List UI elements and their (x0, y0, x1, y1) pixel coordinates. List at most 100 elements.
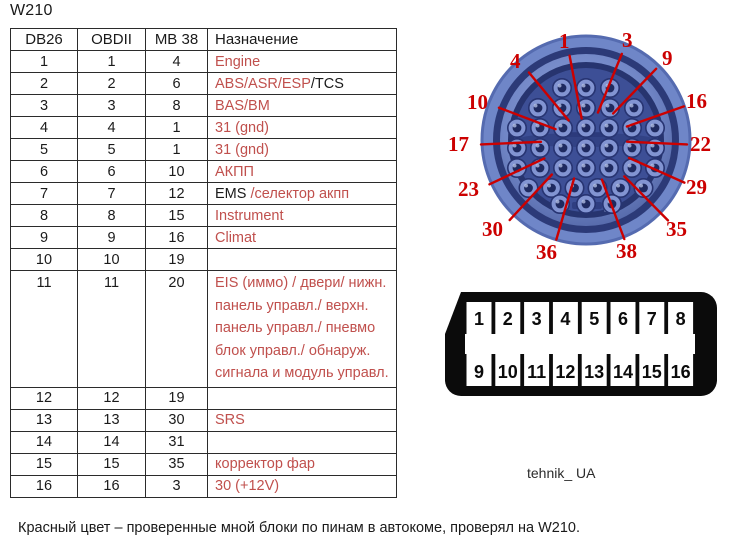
cell-mb38: 31 (145, 430, 208, 454)
desc-red-part: корректор фар (215, 455, 315, 472)
cell-obdii: 3 (77, 94, 146, 118)
round-pin-label-29: 29 (686, 175, 707, 199)
round-pin-label-10: 10 (467, 90, 488, 114)
table-row: 13 13 30 SRS (10, 408, 397, 432)
cell-db26: 12 (10, 386, 78, 410)
leader-line-10 (497, 106, 557, 131)
desc-red-part: 31 (gnd) (215, 119, 270, 136)
obd2-pin-slot-bottom-10 (495, 354, 521, 386)
desc-red-part: Instrument (215, 207, 284, 224)
obd2-pin-number-12: 12 (555, 362, 575, 382)
cell-obdii: 8 (77, 204, 146, 228)
obd2-pin-slot-bottom-14 (610, 354, 636, 386)
cell-mb38: 10 (145, 160, 208, 184)
leader-line-16 (625, 105, 686, 128)
cell-mb38: 8 (145, 94, 208, 118)
cell-db26: 5 (10, 138, 78, 162)
table-header-row: DB26 OBDII MB 38 Назначение (10, 27, 397, 52)
desc-red-part: SRS (215, 411, 245, 428)
cell-mb38: 20 (145, 270, 208, 388)
round-pin-label-17: 17 (448, 132, 469, 156)
table-row: 7 7 12 EMS /селектор акпп (10, 182, 397, 206)
cell-db26: 9 (10, 226, 78, 250)
cell-obdii: 1 (77, 50, 146, 74)
round-pin-label-35: 35 (666, 217, 687, 241)
table-row: 9 9 16 Climat (10, 226, 397, 250)
cell-obdii: 11 (77, 270, 146, 388)
cell-mb38: 6 (145, 72, 208, 96)
cell-db26: 15 (10, 452, 78, 476)
leader-line-29 (627, 156, 686, 184)
cell-mb38: 1 (145, 138, 208, 162)
obd2-pin-slot-top-7 (639, 302, 665, 334)
obd2-connector-image: 1 2 3 4 5 6 7 89 10 11 12 13 14 15 16 (445, 292, 717, 396)
round-pin-label-36: 36 (536, 240, 557, 264)
obd2-pin-slot-bottom-9 (466, 354, 492, 386)
obd2-pin-slot-bottom-12 (552, 354, 578, 386)
cell-obdii: 14 (77, 430, 146, 454)
round-pin-label-4: 4 (510, 49, 521, 73)
leader-line-17 (479, 140, 543, 146)
cell-description: 30 (+12V) (207, 474, 397, 498)
table-row: 1 1 4 Engine (10, 50, 397, 74)
obd2-pin-number-7: 7 (647, 309, 657, 329)
cell-description: ABS/ASR/ESP/TCS (207, 72, 397, 96)
obd2-pin-number-3: 3 (532, 309, 542, 329)
desc-red-part: /селектор акпп (250, 185, 350, 202)
cell-description: АКПП (207, 160, 397, 184)
cell-mb38: 15 (145, 204, 208, 228)
obd2-pin-number-1: 1 (474, 309, 484, 329)
obd2-pin-slot-top-3 (524, 302, 550, 334)
obd2-pin-slot-top-8 (668, 302, 694, 334)
cell-mb38: 1 (145, 116, 208, 140)
obd2-pin-number-10: 10 (498, 362, 518, 382)
desc-red-part: 31 (gnd) (215, 141, 270, 158)
round-connector-figure: 1 3 4 9 10 16 17 22 23 29 30 35 36 38 (436, 14, 736, 272)
table-row: 16 16 3 30 (+12V) (10, 474, 397, 498)
round-pin-label-16: 16 (686, 89, 707, 113)
cell-obdii: 7 (77, 182, 146, 206)
desc-red-part: EIS (иммо) / двери/ нижн. панель управл.… (215, 275, 389, 382)
obd2-pin-number-2: 2 (503, 309, 513, 329)
cell-description (207, 430, 397, 454)
obd2-pin-number-11: 11 (527, 362, 546, 382)
cell-obdii: 5 (77, 138, 146, 162)
watermark-text: tehnik_ UA (527, 465, 596, 481)
cell-obdii: 16 (77, 474, 146, 498)
cell-mb38: 19 (145, 248, 208, 272)
leader-line-35 (623, 175, 670, 222)
leader-line-22 (625, 140, 689, 146)
round-pin-label-1: 1 (559, 29, 570, 53)
cell-db26: 6 (10, 160, 78, 184)
legend-caption: Красный цвет – проверенные мной блоки по… (18, 520, 580, 536)
cell-obdii: 10 (77, 248, 146, 272)
cell-mb38: 12 (145, 182, 208, 206)
cell-obdii: 9 (77, 226, 146, 250)
cell-obdii: 2 (77, 72, 146, 96)
obd2-pin-slot-top-1 (466, 302, 492, 334)
leader-line-9 (611, 67, 658, 115)
table-row: 12 12 19 (10, 386, 397, 410)
cell-obdii: 13 (77, 408, 146, 432)
round-pin-label-3: 3 (622, 28, 633, 52)
obd2-pin-slot-top-4 (552, 302, 578, 334)
leader-line-30 (508, 173, 554, 222)
cell-description: SRS (207, 408, 397, 432)
obd2-pin-slot-bottom-13 (581, 354, 607, 386)
round-pin-label-22: 22 (690, 132, 711, 156)
pinout-table: DB26 OBDII MB 38 Назначение 1 1 4 Engine 2 2 6… (10, 27, 397, 498)
round-connector-image (479, 34, 692, 246)
column-header-obdii: OBDII (77, 27, 146, 52)
leader-line-23 (488, 157, 546, 186)
cell-description: BAS/BM (207, 94, 397, 118)
obd2-pin-number-4: 4 (560, 309, 570, 329)
cell-mb38: 19 (145, 386, 208, 410)
round-pin-label-23: 23 (458, 177, 479, 201)
cell-mb38: 4 (145, 50, 208, 74)
cell-description (207, 248, 397, 272)
cell-db26: 4 (10, 116, 78, 140)
obd2-pin-slot-bottom-16 (668, 354, 694, 386)
desc-black-part: /TCS (310, 75, 344, 92)
round-pin-label-30: 30 (482, 217, 503, 241)
